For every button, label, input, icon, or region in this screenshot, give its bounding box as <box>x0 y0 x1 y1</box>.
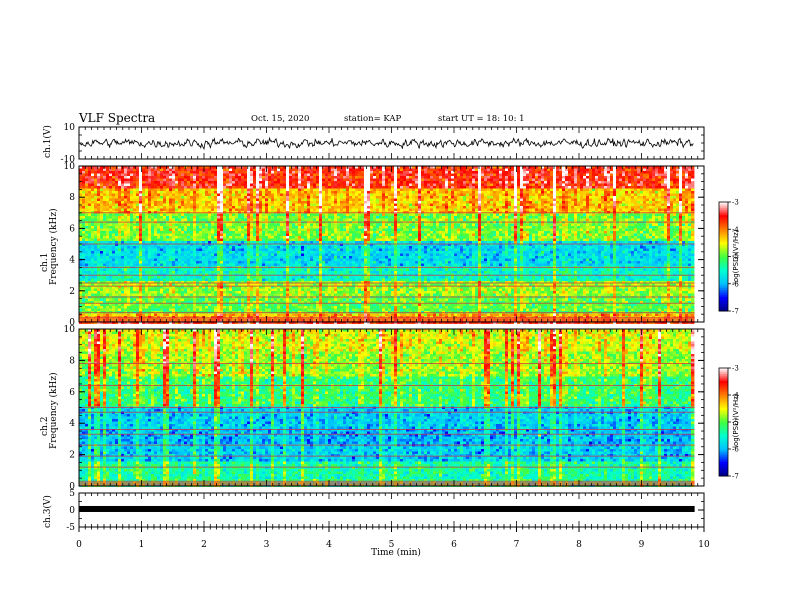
ch2-spectrogram-ytick-label: 6 <box>69 388 75 398</box>
ch2-colorbar-tick-label: -7 <box>732 473 739 481</box>
ch1-spectrogram-ytick-label: 4 <box>69 256 75 266</box>
ch1-spectrogram-ytick-label: 6 <box>69 224 75 234</box>
ch1-spectrogram-ytick-label: 10 <box>64 162 76 172</box>
ch1-waveform-ylabel: ch.1(V) <box>43 125 53 158</box>
ch1-spectrogram-ylabel-freq: Frequency (kHz) <box>49 208 59 285</box>
ch1-spectrogram <box>79 166 704 324</box>
ch2-spectrogram-ytick-label: 2 <box>69 451 75 461</box>
figure-title: VLF Spectra <box>79 111 155 125</box>
ch3-waveform-ytick-label: -5 <box>66 523 75 533</box>
x-axis-label: Time (min) <box>0 548 792 558</box>
ch3-waveform-ylabel: ch.3(V) <box>43 495 53 528</box>
ch1-colorbar-tick-label: -3 <box>732 199 739 207</box>
ch1-waveform-trace <box>80 138 694 149</box>
ch2-colorbar-label: log(PSD)(V²/Hz) <box>732 393 740 448</box>
ch3-waveform-trace <box>79 506 695 512</box>
station-label: station= KAP <box>344 114 401 124</box>
ch3-waveform-ytick-label: 5 <box>69 489 75 499</box>
ch2-spectrogram-ytick-label: 8 <box>69 356 75 366</box>
ch2-spectrogram-ytick-label: 10 <box>64 325 76 335</box>
start-time-label: start UT = 18: 10: 1 <box>438 114 525 124</box>
ch1-colorbar-label: log(PSD)(V²/Hz) <box>732 229 740 284</box>
ch2-spectrogram-ylabel-freq: Frequency (kHz) <box>49 372 59 449</box>
ch1-spectrogram-ytick-label: 2 <box>69 287 75 297</box>
ch2-spectrogram <box>79 329 704 487</box>
ch2-spectrogram-ytick-label: 4 <box>69 419 75 429</box>
ch1-colorbar-tick-label: -7 <box>732 308 739 316</box>
ch2-colorbar-tick-label: -3 <box>732 365 739 373</box>
ch1-spectrogram-ytick-label: 8 <box>69 193 75 203</box>
date-label: Oct. 15, 2020 <box>251 114 309 124</box>
ch1-waveform-ytick-label: 10 <box>64 123 76 133</box>
ch3-waveform-ytick-label: 0 <box>69 506 75 516</box>
